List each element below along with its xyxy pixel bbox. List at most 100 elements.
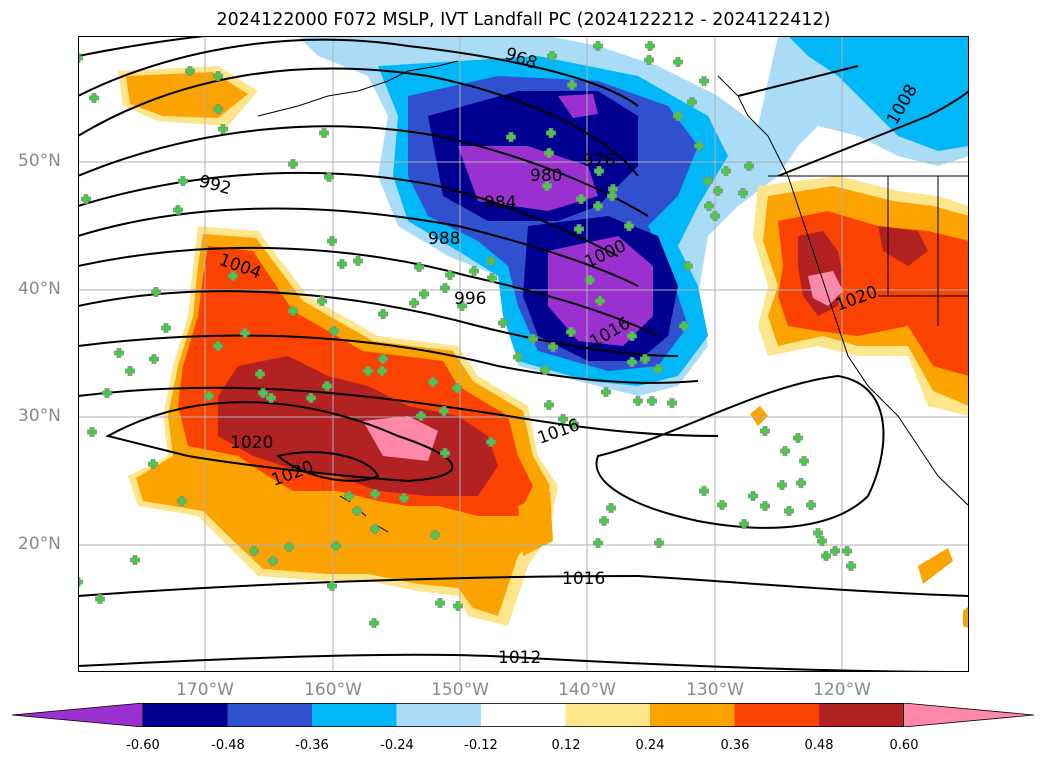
longitude-label: 170°W [176,680,234,700]
station-marker [337,259,347,269]
station-marker [784,506,794,516]
station-marker [806,500,816,510]
station-marker [319,128,329,138]
station-marker [606,503,616,513]
isobar-label: 980 [530,166,562,186]
station-marker [760,426,770,436]
station-marker [370,524,380,534]
map-panel: 968 976 980 984 988 992 996 1000 1004 10… [78,36,969,672]
station-marker [846,561,856,571]
station-marker [284,542,294,552]
colorbar-swatch [481,703,566,727]
station-marker [608,184,618,194]
colorbar-tick-label: -0.12 [464,738,498,753]
isobar-label: 984 [484,193,516,213]
colorbar-swatch [227,703,313,727]
station-marker [87,427,97,437]
station-marker [352,506,362,516]
station-marker [633,396,643,406]
station-marker [288,159,298,169]
station-marker [713,186,723,196]
station-marker [679,321,689,331]
station-marker [322,381,332,391]
station-marker [842,546,852,556]
station-marker [647,396,657,406]
station-marker [149,354,159,364]
station-marker [430,530,440,540]
station-marker [694,141,704,151]
station-marker [268,556,278,566]
station-marker [673,111,683,121]
colorbar [12,703,1035,727]
colorbar-swatch [396,703,482,727]
station-marker [173,205,183,215]
station-marker [506,132,516,142]
station-marker [161,323,171,333]
station-marker [576,194,586,204]
station-marker [513,352,523,362]
station-marker [486,256,496,266]
station-marker [760,501,770,511]
station-marker [574,224,584,234]
station-marker [566,327,576,337]
station-marker [102,388,112,398]
longitude-label: 130°W [686,680,744,700]
station-marker [228,271,238,281]
coastlines [257,60,969,533]
station-marker [213,71,223,81]
station-marker [331,541,341,551]
station-marker [796,478,806,488]
station-marker [487,273,497,283]
station-marker [595,296,605,306]
colorbar-swatch [312,703,397,727]
station-marker [699,76,709,86]
colorbar-tick-label: 0.24 [635,738,665,753]
station-marker [306,393,316,403]
station-marker [687,97,697,107]
isobar-label: 1016 [562,569,605,589]
colorbar-swatch [819,703,904,727]
station-marker [593,201,603,211]
station-marker [627,357,637,367]
station-marker [81,194,91,204]
colorbar-tick-label: 0.12 [551,738,581,753]
station-marker [95,594,105,604]
station-marker [378,354,388,364]
colorbar-tick-label: 0.48 [804,738,834,753]
station-marker [593,538,603,548]
station-marker [710,211,720,221]
station-marker [817,536,827,546]
station-marker [777,480,787,490]
colorbar-swatch [143,703,228,727]
colorbar-tick-label: -0.24 [380,738,414,753]
station-marker [377,366,387,376]
station-marker [699,486,709,496]
station-marker [673,57,683,67]
station-marker [440,283,450,293]
colorbar-swatch [565,703,651,727]
station-marker [213,104,223,114]
station-marker [327,581,337,591]
station-marker [369,618,379,628]
station-marker [363,366,373,376]
colorbar-extend-high [903,703,1035,727]
station-marker [344,491,354,501]
latitude-label: 50°N [18,151,61,171]
colorbar-tick-label: 0.36 [720,738,750,753]
station-marker [327,236,337,246]
station-marker [130,555,140,565]
station-marker [547,51,557,61]
station-marker [419,289,429,299]
map-title: 2024122000 F072 MSLP, IVT Landfall PC (2… [216,10,831,30]
isobar-label: 976 [583,151,615,171]
negative-pc-shading [298,36,969,396]
latitude-label: 20°N [18,534,61,554]
station-marker [457,301,467,311]
station-marker [439,406,449,416]
station-marker [793,433,803,443]
station-marker [114,348,124,358]
station-marker [644,55,654,65]
station-marker [89,93,99,103]
station-marker [738,188,748,198]
station-marker [486,437,496,447]
